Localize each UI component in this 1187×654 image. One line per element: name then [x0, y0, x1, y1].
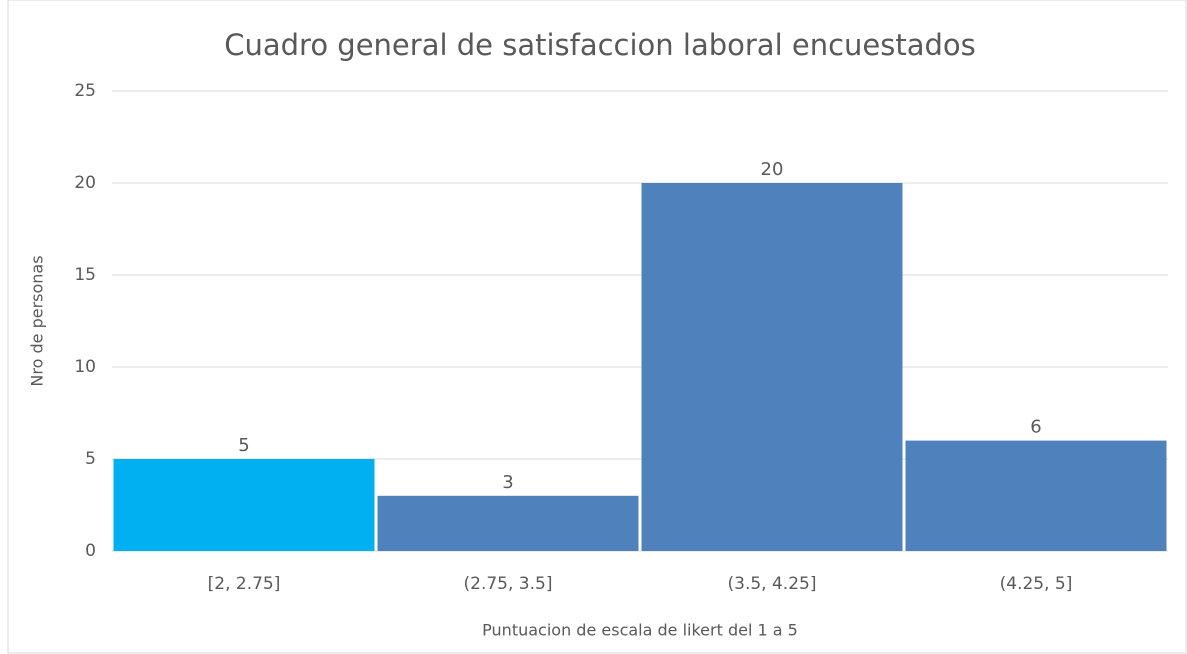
- bar: [377, 495, 639, 551]
- data-label: 20: [761, 159, 784, 180]
- y-axis-title: Nro de personas: [28, 255, 47, 386]
- y-tick-label: 10: [74, 357, 96, 377]
- data-label: 3: [502, 472, 513, 493]
- x-tick-label: [2, 2.75]: [208, 574, 281, 594]
- x-tick-label: (3.5, 4.25]: [728, 574, 817, 594]
- chart-border: [7, 0, 1187, 654]
- chart-title: Cuadro general de satisfaccion laboral e…: [224, 28, 976, 62]
- bar: [641, 183, 903, 551]
- data-label: 5: [238, 435, 249, 456]
- bar: [905, 440, 1167, 551]
- x-tick-label: (4.25, 5]: [1000, 574, 1073, 594]
- y-tick-label: 0: [85, 541, 96, 561]
- y-tick-label: 15: [74, 265, 96, 285]
- y-tick-label: 25: [74, 81, 96, 101]
- x-axis-title: Puntuacion de escala de likert del 1 a 5: [482, 621, 798, 640]
- y-tick-label: 20: [74, 173, 96, 193]
- y-tick-label: 5: [85, 449, 96, 469]
- data-label: 6: [1030, 417, 1041, 438]
- bar: [113, 459, 375, 551]
- x-tick-label: (2.75, 3.5]: [464, 574, 553, 594]
